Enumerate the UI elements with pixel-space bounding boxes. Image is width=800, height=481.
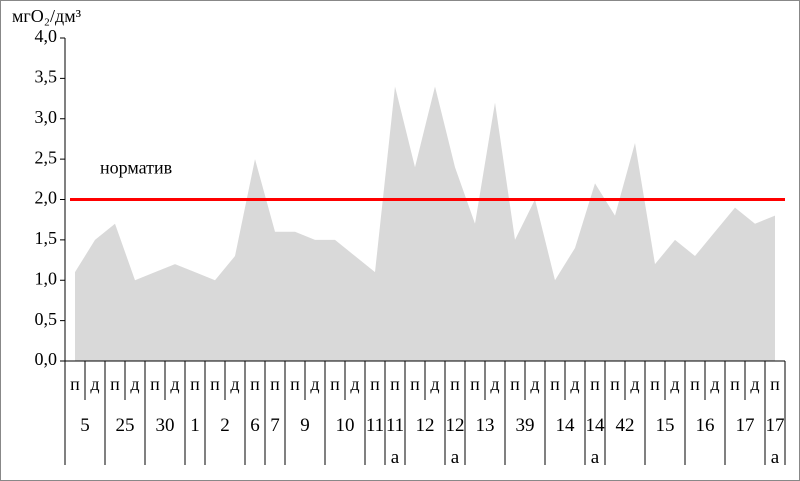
group-label: 5 — [80, 415, 90, 436]
group-label: 7 — [270, 415, 280, 436]
group-label: 14 — [555, 415, 575, 436]
y-tick-label: 2,0 — [35, 188, 58, 208]
x-tick-label: п — [250, 374, 260, 394]
x-tick-label: п — [730, 374, 740, 394]
x-tick-label: п — [410, 374, 420, 394]
group-label: 25 — [115, 415, 135, 436]
group-label: 16 — [695, 415, 715, 436]
y-tick-label: 3,5 — [35, 67, 58, 87]
x-tick-label: п — [390, 374, 400, 394]
x-tick-label: д — [130, 374, 139, 394]
x-tick-label: п — [110, 374, 120, 394]
x-tick-label: д — [310, 374, 319, 394]
x-tick-label: п — [590, 374, 600, 394]
x-tick-label: п — [470, 374, 480, 394]
group-label: 17 а — [765, 415, 785, 468]
x-tick-label: д — [630, 374, 639, 394]
x-tick-label: д — [530, 374, 539, 394]
x-tick-label: д — [230, 374, 239, 394]
x-tick-label: д — [750, 374, 759, 394]
y-tick-label: 2,5 — [35, 147, 58, 167]
x-tick-label: д — [350, 374, 359, 394]
y-tick-label: 1,0 — [35, 268, 58, 288]
group-label: 11 а — [385, 415, 405, 468]
y-tick-label: 3,0 — [35, 107, 58, 127]
x-tick-label: п — [210, 374, 220, 394]
x-tick-label: п — [690, 374, 700, 394]
x-tick-label: п — [650, 374, 660, 394]
group-label: 12 — [415, 415, 435, 436]
x-tick-label: п — [770, 374, 780, 394]
y-tick-label: 0,0 — [35, 349, 58, 369]
group-label: 6 — [250, 415, 260, 436]
x-tick-label: п — [510, 374, 520, 394]
group-label: 15 — [655, 415, 675, 436]
group-label: 2 — [220, 415, 230, 436]
x-tick-label: п — [450, 374, 460, 394]
group-label: 30 — [155, 415, 175, 436]
x-tick-label: д — [670, 374, 679, 394]
y-axis-label: мгO₂/дм³ — [12, 6, 82, 26]
x-tick-label: п — [370, 374, 380, 394]
x-tick-label: д — [90, 374, 99, 394]
x-tick-label: п — [270, 374, 280, 394]
group-label: 39 — [515, 415, 535, 436]
group-label: 13 — [475, 415, 495, 436]
y-tick-label: 1,5 — [35, 228, 58, 248]
norm-label: норматив — [100, 158, 172, 178]
x-tick-label: д — [710, 374, 719, 394]
group-label: 9 — [300, 415, 310, 436]
x-tick-label: п — [70, 374, 80, 394]
group-label: 1 — [190, 415, 200, 436]
x-tick-label: п — [610, 374, 620, 394]
x-tick-label: д — [170, 374, 179, 394]
group-label: 11 — [365, 415, 385, 436]
x-tick-label: п — [150, 374, 160, 394]
x-tick-label: п — [550, 374, 560, 394]
group-label: 10 — [335, 415, 355, 436]
y-tick-label: 0,5 — [35, 309, 58, 329]
group-label: 12 а — [445, 415, 465, 468]
x-tick-label: д — [570, 374, 579, 394]
x-tick-label: д — [430, 374, 439, 394]
x-tick-label: д — [490, 374, 499, 394]
x-tick-label: п — [190, 374, 200, 394]
group-label: 14 а — [585, 415, 605, 468]
y-tick-label: 4,0 — [35, 26, 58, 46]
group-label: 42 — [615, 415, 635, 436]
x-tick-label: п — [290, 374, 300, 394]
x-tick-label: п — [330, 374, 340, 394]
group-label: 17 — [735, 415, 755, 436]
area — [75, 86, 775, 361]
